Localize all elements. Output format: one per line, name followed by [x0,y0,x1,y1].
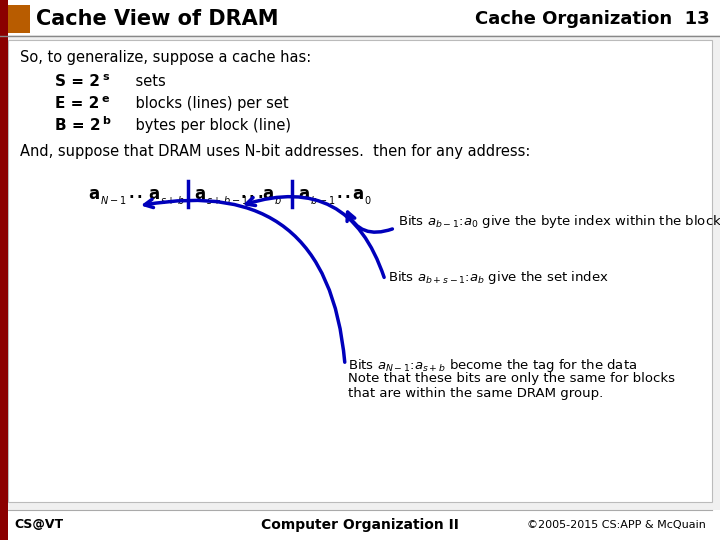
Text: $\mathit{b-1}$: $\mathit{b-1}$ [310,194,336,206]
Text: $\mathit{b}$: $\mathit{b}$ [274,194,282,206]
Text: Bits $a_{N-1}$:$a_{s+b}$ become the tag for the data: Bits $a_{N-1}$:$a_{s+b}$ become the tag … [348,357,637,374]
Text: $\mathit{s+b-1}$: $\mathit{s+b-1}$ [206,194,248,206]
Text: $\mathbf{a}$: $\mathbf{a}$ [88,185,100,203]
Text: $\mathbf{. .}$: $\mathbf{. .}$ [128,186,143,201]
Text: blocks (lines) per set: blocks (lines) per set [117,96,289,111]
Bar [0,35,8,510]
Text: b: b [102,116,110,126]
Text: And, suppose that DRAM uses N-bit addresses.  then for any address:: And, suppose that DRAM uses N-bit addres… [20,144,531,159]
Text: ©2005-2015 CS:APP & McQuain: ©2005-2015 CS:APP & McQuain [527,520,706,530]
Text: B = 2: B = 2 [55,118,101,133]
Text: $\mathit{s+b}$: $\mathit{s+b}$ [160,194,185,206]
Text: $\mathbf{a}$: $\mathbf{a}$ [262,185,274,203]
Bar [0,0,720,35]
Bar [0,510,720,540]
Bar [0,510,8,540]
Text: sets: sets [117,74,166,89]
Text: Note that these bits are only the same for blocks: Note that these bits are only the same f… [348,372,675,385]
Bar [0,0,8,35]
Text: $\mathbf{...}$: $\mathbf{...}$ [240,186,264,201]
Bar [8,40,712,502]
Text: Bits $a_{b-1}$:$a_0$ give the byte index within the block: Bits $a_{b-1}$:$a_0$ give the byte index… [398,213,720,231]
Text: $\mathit{N-1}$: $\mathit{N-1}$ [100,194,127,206]
Text: e: e [102,94,109,104]
Text: Bits $a_{b+s-1}$:$a_b$ give the set index: Bits $a_{b+s-1}$:$a_b$ give the set inde… [388,268,608,286]
Text: Cache Organization  13: Cache Organization 13 [475,10,710,28]
Text: S = 2: S = 2 [55,74,100,89]
Text: $\mathit{0}$: $\mathit{0}$ [364,194,372,206]
Text: CS@VT: CS@VT [14,518,63,531]
Text: $\mathbf{a}$: $\mathbf{a}$ [148,185,160,203]
Text: $\mathbf{a}$: $\mathbf{a}$ [194,185,206,203]
Text: $\mathbf{a}$: $\mathbf{a}$ [352,185,364,203]
Text: $\mathbf{a}$: $\mathbf{a}$ [298,185,310,203]
Text: E = 2: E = 2 [55,96,99,111]
Text: Computer Organization II: Computer Organization II [261,518,459,532]
Text: So, to generalize, suppose a cache has:: So, to generalize, suppose a cache has: [20,50,311,65]
Text: bytes per block (line): bytes per block (line) [117,118,291,133]
Bar [0,35,720,510]
Text: that are within the same DRAM group.: that are within the same DRAM group. [348,387,603,400]
Text: $\mathbf{. .}$: $\mathbf{. .}$ [336,186,351,201]
Bar [8,5,30,33]
Text: Cache View of DRAM: Cache View of DRAM [36,9,279,29]
Text: s: s [102,72,109,82]
